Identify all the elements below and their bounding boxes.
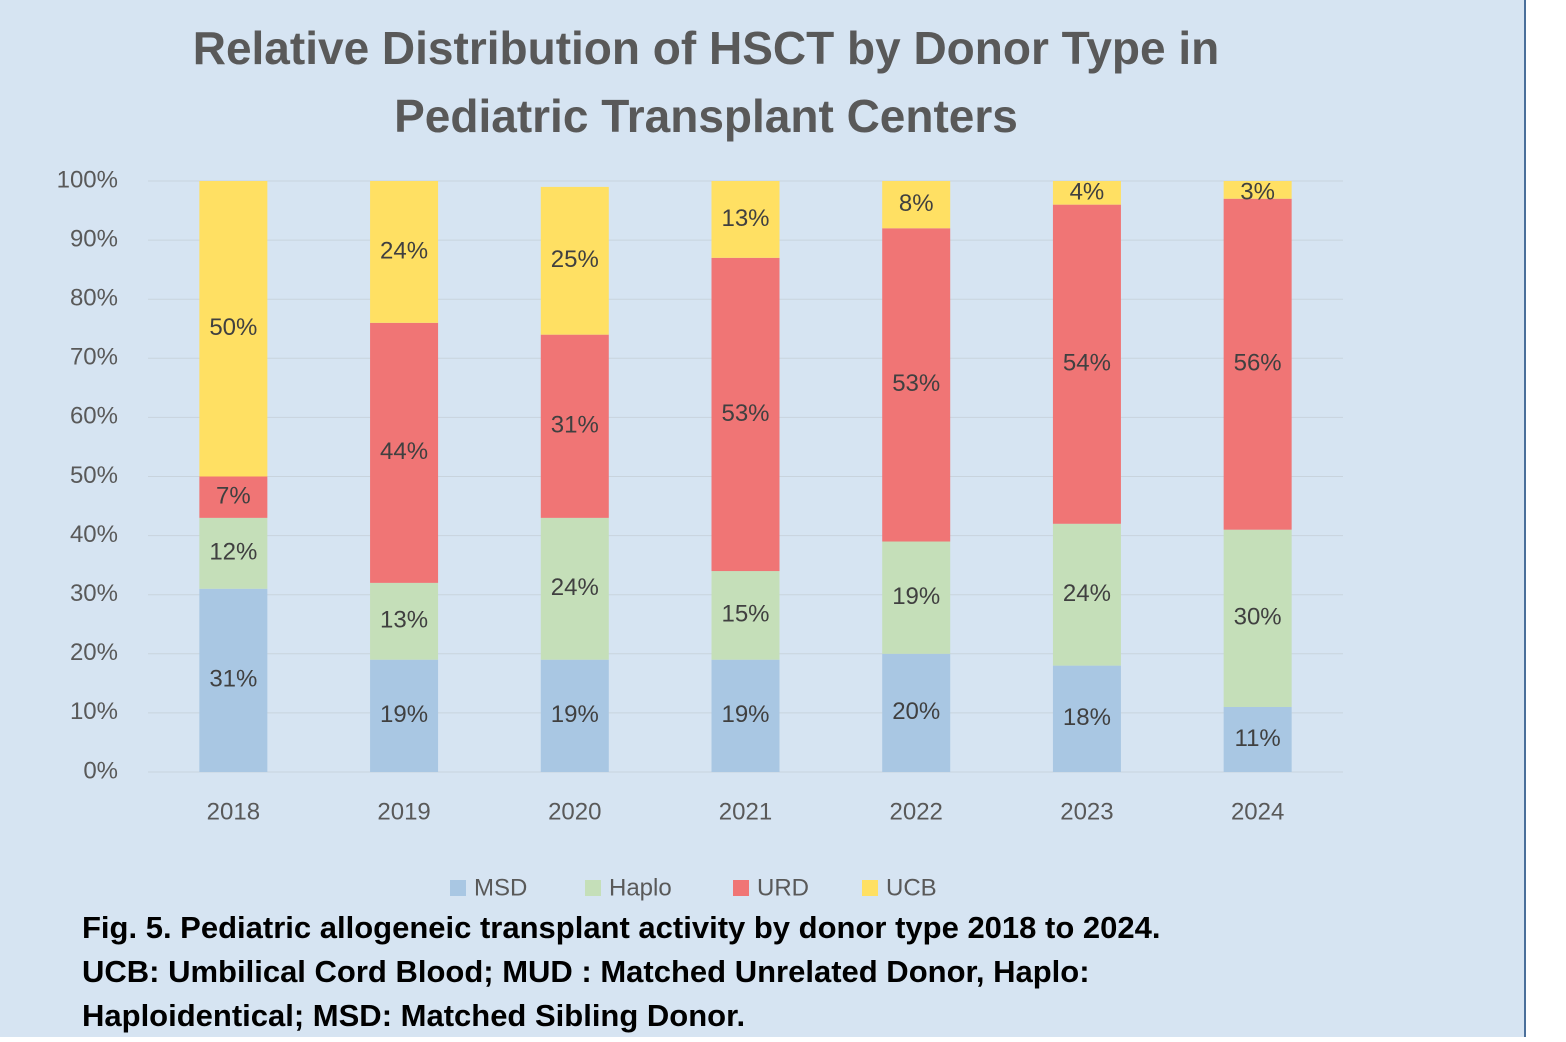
legend-swatch: [862, 880, 878, 896]
data-label: 53%: [892, 370, 940, 397]
y-tick-label: 0%: [83, 757, 118, 784]
y-tick-label: 10%: [70, 698, 118, 725]
bar-segment: [1052, 523, 1121, 666]
data-label: 53%: [721, 400, 769, 427]
legend-label: Haplo: [609, 874, 672, 901]
data-label: 8%: [899, 190, 934, 217]
bar-segment: [711, 257, 780, 572]
y-tick-label: 80%: [70, 285, 118, 312]
bar-segment: [1052, 665, 1121, 772]
bar-segment: [370, 582, 439, 660]
caption: Fig. 5. Pediatric allogeneic transplant …: [82, 910, 1160, 945]
y-tick-label: 60%: [70, 403, 118, 430]
legend-swatch: [733, 880, 749, 896]
legend-swatch: [450, 880, 466, 896]
y-tick-label: 50%: [70, 462, 118, 489]
x-tick-label: 2019: [377, 798, 430, 825]
bar-segment: [199, 181, 268, 477]
bar-segment: [1223, 706, 1292, 772]
data-label: 13%: [380, 607, 428, 634]
bar-segment: [882, 181, 951, 229]
x-tick-label: 2021: [719, 798, 772, 825]
bar-segment: [882, 653, 951, 772]
data-label: 24%: [1063, 580, 1111, 607]
legend-label: URD: [757, 874, 809, 901]
data-label: 15%: [721, 601, 769, 628]
y-tick-label: 70%: [70, 344, 118, 371]
legend-label: UCB: [886, 874, 937, 901]
x-tick-label: 2018: [207, 798, 260, 825]
x-tick-label: 2022: [890, 798, 943, 825]
y-tick-label: 20%: [70, 639, 118, 666]
chart-title: Relative Distribution of HSCT by Donor T…: [193, 22, 1220, 74]
data-label: 18%: [1063, 704, 1111, 731]
bar-segment: [370, 181, 439, 323]
x-tick-label: 2020: [548, 798, 601, 825]
y-tick-label: 40%: [70, 521, 118, 548]
data-label: 44%: [380, 438, 428, 465]
data-label: 19%: [380, 701, 428, 728]
data-label: 24%: [380, 237, 428, 264]
data-label: 24%: [551, 574, 599, 601]
bar-segment: [199, 517, 268, 589]
data-label: 19%: [892, 583, 940, 610]
data-label: 56%: [1234, 350, 1282, 377]
data-label: 54%: [1063, 350, 1111, 377]
bar-segment: [1223, 181, 1292, 199]
bar-segment: [540, 334, 609, 518]
bar-segment: [370, 659, 439, 772]
legend-label: MSD: [474, 874, 527, 901]
bar-segment: [1052, 204, 1121, 524]
x-tick-label: 2023: [1060, 798, 1113, 825]
bar-segment: [711, 181, 780, 258]
data-label: 31%: [209, 666, 257, 693]
bar-segment: [540, 186, 609, 335]
bar-segment: [540, 517, 609, 660]
data-label: 19%: [721, 701, 769, 728]
data-label: 50%: [209, 314, 257, 341]
data-label: 3%: [1240, 178, 1275, 205]
caption: Haploidentical; MSD: Matched Sibling Don…: [82, 998, 745, 1033]
data-label: 13%: [721, 205, 769, 232]
caption: UCB: Umbilical Cord Blood; MUD : Matched…: [82, 954, 1090, 989]
y-tick-label: 100%: [57, 166, 118, 193]
data-label: 11%: [1235, 725, 1281, 752]
y-tick-label: 90%: [70, 225, 118, 252]
data-label: 4%: [1070, 178, 1105, 205]
data-label: 25%: [551, 246, 599, 273]
bar-segment: [1052, 181, 1121, 205]
bar-segment: [199, 476, 268, 518]
data-label: 20%: [892, 698, 940, 725]
x-tick-label: 2024: [1231, 798, 1284, 825]
bar-segment: [1223, 198, 1292, 530]
bar-segment: [882, 228, 951, 542]
data-label: 31%: [551, 412, 599, 439]
data-label: 12%: [209, 539, 257, 566]
bar-segment: [1223, 529, 1292, 707]
chart-title: Pediatric Transplant Centers: [394, 90, 1018, 142]
bar-segment: [199, 588, 268, 772]
data-label: 30%: [1234, 604, 1282, 631]
bar-segment: [711, 659, 780, 772]
data-label: 7%: [216, 483, 251, 510]
y-tick-label: 30%: [70, 580, 118, 607]
bar-segment: [540, 659, 609, 772]
bar-segment: [711, 571, 780, 660]
legend-swatch: [585, 880, 601, 896]
bar-segment: [370, 322, 439, 583]
data-label: 19%: [551, 701, 599, 728]
bar-segment: [882, 541, 951, 654]
